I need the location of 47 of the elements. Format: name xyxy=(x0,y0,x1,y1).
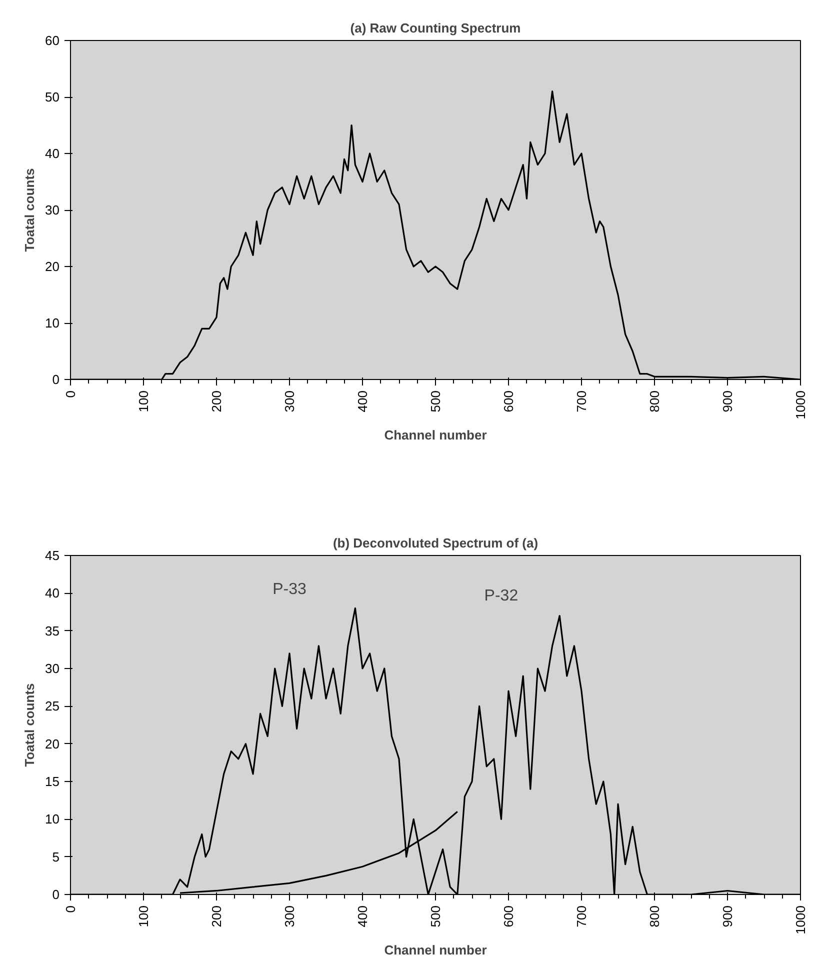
x-tick-label: 700 xyxy=(574,905,589,928)
x-tick-label: 300 xyxy=(282,390,297,412)
x-tick-label: 500 xyxy=(428,905,443,928)
x-tick-label: 300 xyxy=(282,905,297,928)
x-tick-label: 400 xyxy=(355,905,370,928)
x-tick-label: 700 xyxy=(574,390,589,412)
y-tick-label: 25 xyxy=(45,698,60,714)
annotation: P-33 xyxy=(272,580,306,598)
chart-title: (b) Deconvoluted Spectrum of (a) xyxy=(332,536,538,550)
y-tick-label: 30 xyxy=(45,202,60,218)
y-tick-label: 40 xyxy=(45,586,60,601)
x-tick-label: 500 xyxy=(428,390,443,412)
y-tick-label: 35 xyxy=(45,623,60,638)
x-axis-title: Channel number xyxy=(384,427,487,442)
x-tick-label: 400 xyxy=(355,390,370,412)
y-tick-label: 20 xyxy=(45,736,60,752)
y-tick-label: 5 xyxy=(52,849,60,864)
x-tick-label: 100 xyxy=(136,905,151,928)
x-tick-label: 1000 xyxy=(793,906,808,934)
y-tick-label: 50 xyxy=(45,90,60,104)
x-tick-label: 1000 xyxy=(793,390,808,420)
y-tick-label: 60 xyxy=(45,33,60,48)
y-tick-label: 10 xyxy=(45,812,60,827)
y-tick-label: 45 xyxy=(45,548,60,563)
x-tick-label: 800 xyxy=(647,905,662,928)
x-tick-label: 0 xyxy=(63,390,78,398)
x-tick-label: 600 xyxy=(501,390,516,412)
x-tick-label: 900 xyxy=(720,905,735,928)
x-tick-label: 900 xyxy=(720,390,735,412)
y-tick-label: 40 xyxy=(45,146,60,161)
y-tick-label: 0 xyxy=(52,372,60,387)
annotation: P-32 xyxy=(484,588,518,605)
y-tick-label: 15 xyxy=(45,774,60,789)
x-tick-label: 0 xyxy=(63,905,78,913)
chart-title: (a) Raw Counting Spectrum xyxy=(350,20,521,36)
x-tick-label: 200 xyxy=(209,905,224,928)
y-tick-label: 0 xyxy=(52,887,60,902)
x-tick-label: 600 xyxy=(501,905,516,928)
y-axis-title: Toatal counts xyxy=(22,168,38,252)
x-tick-label: 100 xyxy=(136,390,151,412)
x-tick-label: 800 xyxy=(647,390,662,412)
x-tick-label: 200 xyxy=(209,390,224,412)
y-tick-label: 10 xyxy=(45,316,60,330)
x-axis-title: Channel number xyxy=(384,942,487,958)
y-tick-label: 30 xyxy=(45,661,60,676)
y-axis-title: Toatal counts xyxy=(22,683,38,767)
y-tick-label: 20 xyxy=(45,259,60,274)
